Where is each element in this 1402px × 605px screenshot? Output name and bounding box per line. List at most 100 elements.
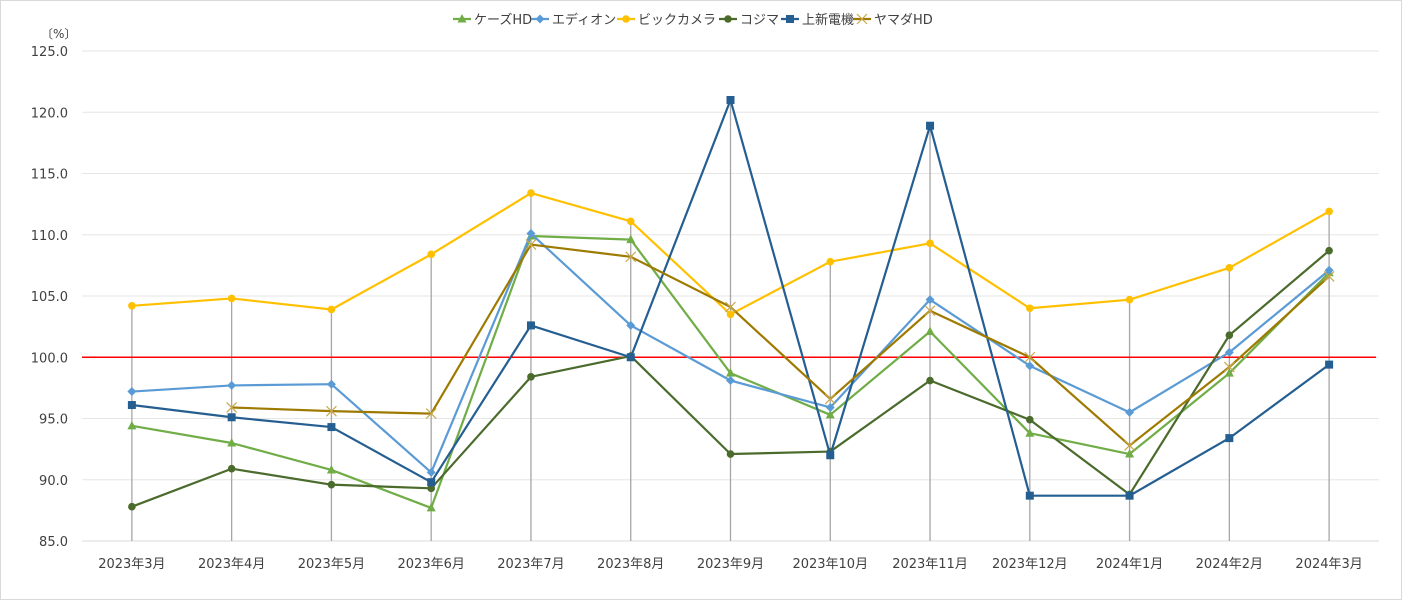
data-point bbox=[426, 502, 436, 512]
data-point bbox=[824, 393, 836, 405]
legend-marker bbox=[724, 15, 732, 23]
data-point bbox=[924, 305, 936, 317]
data-point bbox=[926, 239, 934, 248]
data-point bbox=[127, 420, 137, 430]
legend-label: コジマ bbox=[740, 13, 779, 28]
x-tick-label: 2023年6月 bbox=[398, 557, 465, 572]
legend-label: ヤマダHD bbox=[874, 13, 933, 28]
data-point bbox=[525, 239, 537, 250]
y-tick-label: 115.0 bbox=[31, 168, 68, 183]
data-point bbox=[327, 305, 336, 314]
x-tick-label: 2023年4月 bbox=[198, 557, 265, 572]
data-point bbox=[1225, 331, 1234, 340]
data-point bbox=[925, 295, 935, 305]
x-tick-label: 2023年9月 bbox=[697, 557, 764, 572]
legend-label: 上新電機 bbox=[802, 12, 854, 28]
series-1 bbox=[127, 229, 1334, 477]
data-point bbox=[626, 217, 635, 226]
y-tick-label: 100.0 bbox=[31, 351, 68, 366]
data-point bbox=[726, 450, 735, 458]
legend-label: エディオン bbox=[552, 12, 616, 28]
series-0 bbox=[127, 230, 1334, 512]
data-point bbox=[926, 376, 934, 385]
x-tick-label: 2024年2月 bbox=[1196, 557, 1263, 572]
data-point bbox=[426, 467, 436, 477]
x-tick-label: 2023年12月 bbox=[992, 557, 1068, 572]
y-tick-label: 95.0 bbox=[39, 413, 68, 428]
legend-marker bbox=[786, 15, 794, 23]
legend-label: ビックカメラ bbox=[638, 13, 716, 28]
x-tick-label: 2023年11月 bbox=[892, 557, 968, 572]
y-axis-unit: 〔%〕 bbox=[41, 27, 76, 41]
legend-item: ヤマダHD bbox=[853, 13, 933, 28]
legend-marker bbox=[535, 14, 545, 24]
legend-item: エディオン bbox=[531, 12, 616, 28]
data-point bbox=[527, 189, 535, 197]
data-point bbox=[726, 96, 735, 104]
data-point bbox=[1224, 368, 1234, 377]
data-point bbox=[926, 121, 935, 130]
data-point bbox=[826, 257, 835, 266]
y-tick-label: 125.0 bbox=[31, 45, 68, 60]
data-point bbox=[427, 484, 435, 493]
data-point bbox=[1224, 347, 1234, 357]
data-point bbox=[1225, 264, 1234, 272]
data-point bbox=[925, 326, 935, 336]
data-point bbox=[427, 478, 436, 487]
data-point bbox=[626, 320, 636, 330]
data-point bbox=[227, 413, 236, 422]
x-tick-label: 2023年3月 bbox=[98, 557, 165, 572]
y-tick-label: 85.0 bbox=[39, 535, 68, 550]
data-point bbox=[1025, 491, 1034, 500]
data-point bbox=[526, 321, 535, 330]
data-point bbox=[326, 464, 336, 474]
data-point bbox=[825, 409, 835, 419]
data-point bbox=[1324, 265, 1334, 275]
data-point bbox=[1325, 360, 1334, 369]
data-point bbox=[326, 379, 336, 389]
data-point bbox=[1125, 449, 1135, 458]
x-tick-label: 2024年1月 bbox=[1096, 557, 1163, 572]
data-point bbox=[1125, 407, 1135, 417]
data-point bbox=[726, 376, 735, 386]
data-point bbox=[1223, 361, 1235, 373]
x-tick-label: 2024年3月 bbox=[1295, 557, 1362, 572]
y-tick-label: 120.0 bbox=[31, 106, 68, 121]
data-point bbox=[825, 402, 835, 412]
data-point bbox=[826, 451, 835, 460]
legend-marker bbox=[856, 13, 868, 25]
data-point bbox=[425, 408, 437, 420]
data-point bbox=[1325, 207, 1333, 216]
x-tick-label: 2023年5月 bbox=[298, 557, 365, 572]
x-tick-label: 2023年7月 bbox=[497, 557, 564, 572]
y-tick-label: 90.0 bbox=[39, 474, 68, 489]
data-point bbox=[127, 401, 136, 410]
data-point bbox=[1026, 415, 1034, 424]
series-2 bbox=[128, 189, 1333, 319]
data-point bbox=[1125, 295, 1134, 304]
data-point bbox=[1124, 440, 1136, 451]
series-5 bbox=[226, 239, 1335, 451]
data-point bbox=[1025, 361, 1035, 371]
data-point bbox=[1025, 428, 1035, 437]
legend-label: ケーズHD bbox=[474, 12, 532, 28]
legend-item: ビックカメラ bbox=[617, 13, 716, 28]
y-tick-label: 105.0 bbox=[31, 290, 68, 305]
data-point bbox=[626, 234, 636, 244]
data-point bbox=[725, 301, 736, 313]
data-point bbox=[1323, 270, 1335, 282]
legend-item: ケーズHD bbox=[453, 12, 532, 28]
data-point bbox=[227, 438, 237, 447]
data-point bbox=[127, 387, 137, 397]
series-line bbox=[231, 243, 1330, 447]
legend-item: コジマ bbox=[719, 13, 779, 28]
x-tick-label: 2023年8月 bbox=[597, 557, 664, 572]
data-point bbox=[427, 250, 435, 259]
data-point bbox=[1225, 434, 1234, 443]
data-point bbox=[227, 294, 236, 303]
data-point bbox=[227, 464, 236, 473]
series-4 bbox=[127, 96, 1334, 500]
data-point bbox=[1026, 304, 1034, 313]
